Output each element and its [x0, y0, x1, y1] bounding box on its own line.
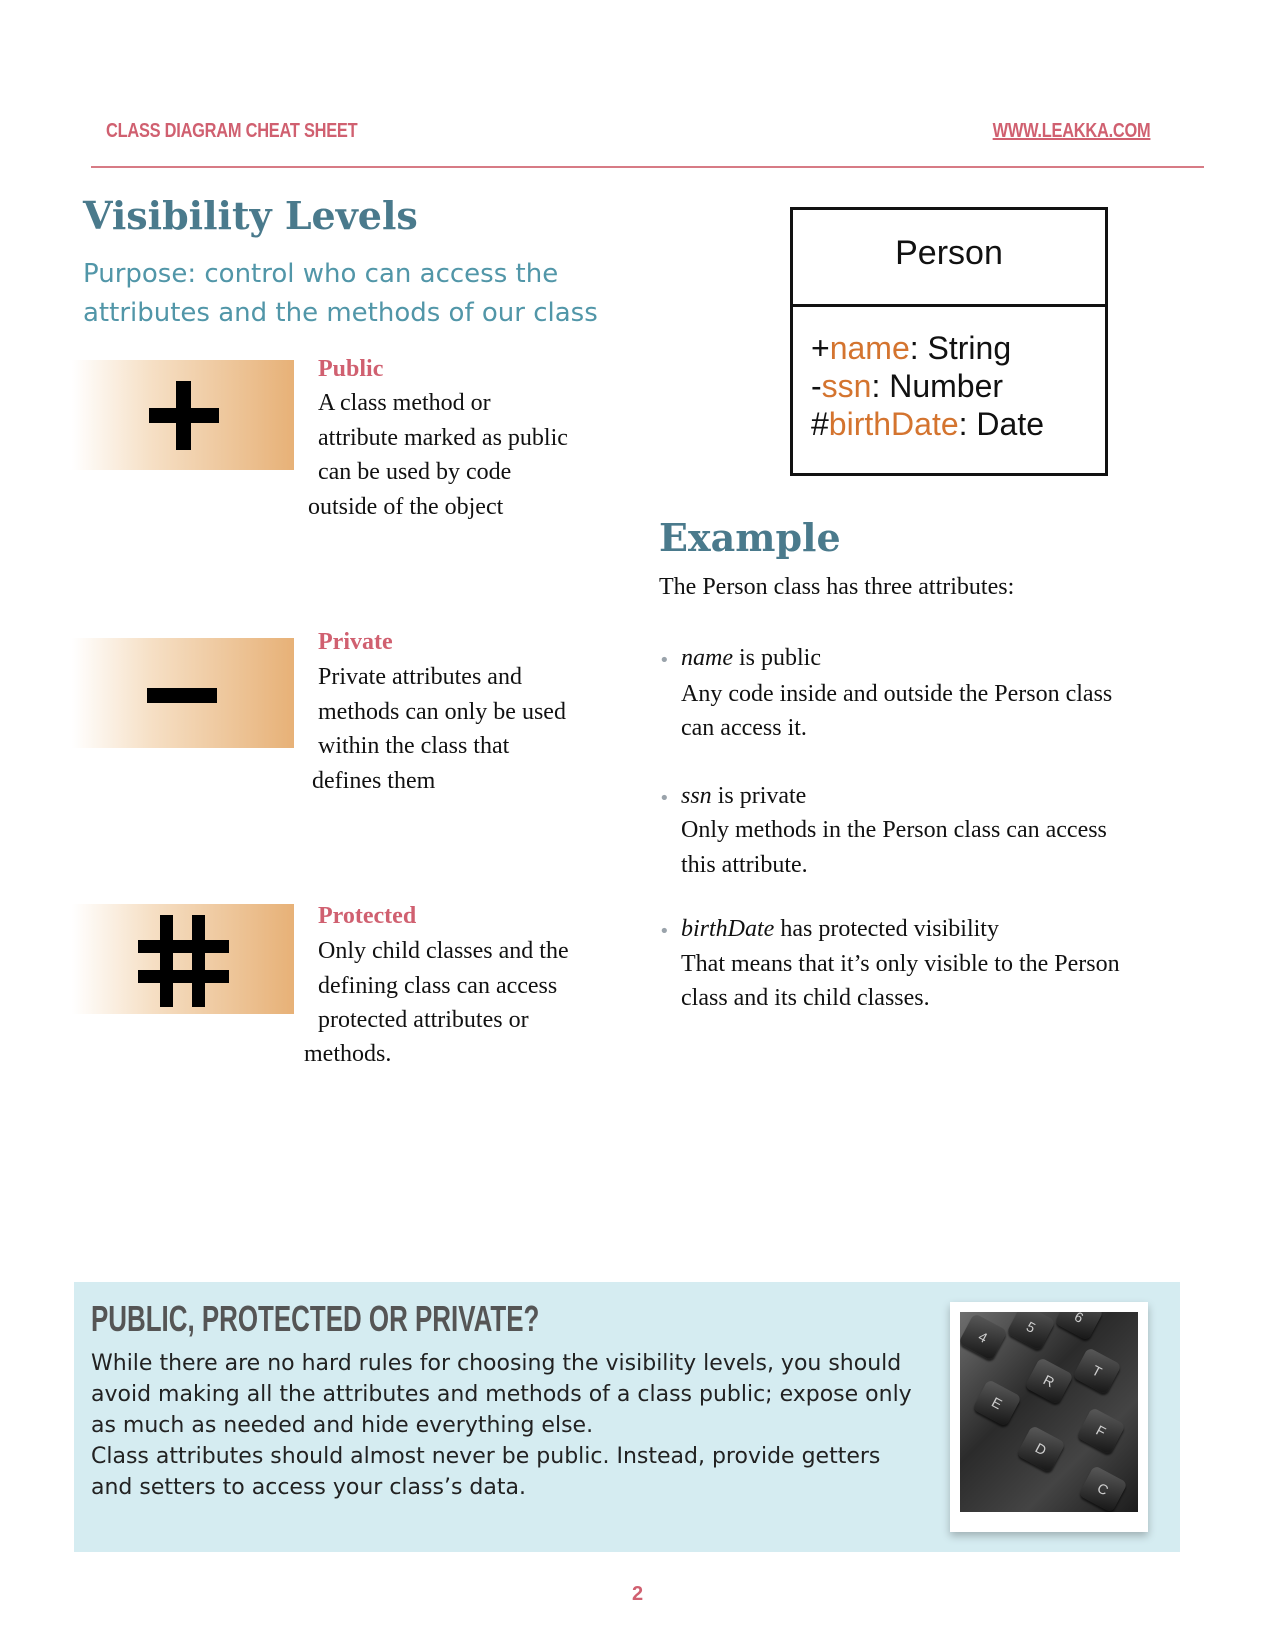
tip-callout: PUBLIC, PROTECTED OR PRIVATE? While ther… — [74, 1282, 1180, 1552]
protected-line: protected attributes or — [318, 1007, 529, 1033]
bullet-icon: • — [659, 650, 670, 671]
keyboard-key: T — [1072, 1347, 1122, 1395]
public-title: Public — [318, 356, 384, 382]
example-bullet-line: Any code inside and outside the Person c… — [681, 681, 1113, 707]
protected-symbol-panel — [72, 904, 294, 1014]
tip-paragraph: Class attributes should almost never be … — [91, 1444, 881, 1500]
public-symbol-panel — [72, 360, 294, 470]
example-bullet-line: Only methods in the Person class can acc… — [681, 817, 1107, 843]
private-line: methods can only be used — [318, 699, 566, 725]
bullet-icon: • — [659, 921, 670, 942]
private-line: defines them — [312, 768, 436, 794]
section-title-example: Example — [659, 515, 841, 560]
keyboard-key: F — [1076, 1407, 1126, 1455]
example-bullet-heading: name is public — [681, 645, 821, 671]
uml-class-box: Person +name: String -ssn: Number #birth… — [790, 207, 1108, 476]
public-line: A class method or — [318, 390, 491, 416]
uml-class-name: Person — [895, 234, 1003, 272]
example-bullet-line: can access it. — [681, 715, 807, 741]
keyboard-key: 5 — [1006, 1312, 1056, 1351]
public-line: attribute marked as public — [318, 425, 568, 451]
example-bullet-heading: ssn is private — [681, 783, 807, 809]
protected-title: Protected — [318, 903, 417, 929]
uml-class-divider — [793, 304, 1105, 307]
example-bullet-line: class and its child classes. — [681, 985, 930, 1011]
hash-icon — [138, 915, 229, 1007]
example-bullet-heading: birthDate has protected visibility — [681, 916, 999, 942]
minus-icon — [147, 688, 217, 703]
example-bullet-line: this attribute. — [681, 852, 808, 878]
uml-attribute: +name: String — [811, 330, 1012, 366]
page-number: 2 — [631, 1583, 644, 1605]
uml-attribute: -ssn: Number — [811, 368, 1004, 404]
example-bullet-line: That means that it’s only visible to the… — [681, 951, 1120, 977]
keyboard-photo: 4 5 6 R T E F D C — [950, 1302, 1148, 1532]
uml-attribute: #birthDate: Date — [811, 406, 1045, 442]
header-divider — [91, 166, 1204, 168]
protected-line: Only child classes and the — [318, 938, 569, 964]
keyboard-key: E — [972, 1379, 1022, 1427]
purpose-text: Purpose: control who can access the attr… — [83, 259, 598, 328]
tip-paragraph: While there are no hard rules for choosi… — [91, 1351, 912, 1438]
tip-title: PUBLIC, PROTECTED OR PRIVATE? — [91, 1298, 540, 1339]
section-title-visibility: Visibility Levels — [83, 193, 418, 238]
bullet-icon: • — [659, 788, 670, 809]
example-intro: The Person class has three attributes: — [659, 574, 1015, 600]
private-title: Private — [318, 629, 393, 655]
keyboard-key: 4 — [960, 1313, 1008, 1361]
keyboard-key: R — [1024, 1357, 1074, 1405]
keyboard-key: C — [1078, 1465, 1128, 1512]
header-website-link[interactable]: WWW.LEAKKA.COM — [992, 120, 1150, 142]
private-line: Private attributes and — [318, 664, 522, 690]
private-symbol-panel — [72, 638, 294, 748]
protected-line: defining class can access — [318, 973, 558, 999]
protected-line: methods. — [304, 1041, 392, 1067]
keyboard-key: 6 — [1054, 1312, 1104, 1341]
keyboard-key: D — [1016, 1425, 1066, 1473]
plus-icon — [149, 381, 219, 450]
keyboard-image: 4 5 6 R T E F D C — [960, 1312, 1138, 1512]
public-line: can be used by code — [318, 459, 512, 485]
public-line: outside of the object — [308, 494, 504, 520]
private-line: within the class that — [318, 733, 510, 759]
header-title: CLASS DIAGRAM CHEAT SHEET — [106, 120, 358, 142]
